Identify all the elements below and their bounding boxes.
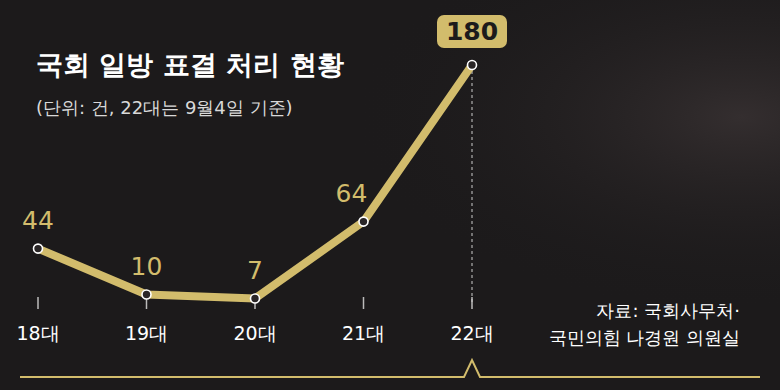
x-tick-label: 18대 [16, 322, 59, 344]
data-label: 7 [247, 256, 263, 285]
source: 국민의힘 나경원 의원실 [549, 327, 740, 348]
x-tick-label: 22대 [450, 322, 493, 344]
data-label: 10 [131, 252, 163, 281]
data-label: 44 [22, 206, 54, 235]
baseline [20, 360, 760, 377]
source: 자료: 국회사무처· [596, 300, 740, 321]
plot-area [34, 61, 477, 304]
subtitle: (단위: 건, 22대는 9월4일 기준) [36, 97, 293, 118]
data-point [359, 217, 368, 226]
x-tick-label: 19대 [125, 322, 168, 344]
data-point [142, 290, 151, 299]
x-tick [471, 297, 473, 309]
data-line [38, 65, 472, 299]
title: 국회 일방 표결 처리 현황 [36, 49, 344, 80]
background [0, 0, 780, 390]
data-point [468, 61, 477, 70]
x-tick-label: 21대 [342, 322, 385, 344]
data-label: 180 [446, 17, 498, 46]
x-tick-label: 20대 [233, 322, 276, 344]
x-tick [37, 297, 39, 309]
chart-root: 국회 일방 표결 처리 현황 (단위: 건, 22대는 9월4일 기준) 18대 19… [0, 0, 780, 390]
data-label: 64 [336, 179, 368, 208]
x-tick [363, 297, 365, 309]
guide-line [472, 65, 473, 302]
chart-svg: 국회 일방 표결 처리 현황 (단위: 건, 22대는 9월4일 기준) 18대 19… [0, 0, 780, 390]
data-point [34, 244, 43, 253]
data-point [251, 294, 260, 303]
vignette [0, 0, 780, 390]
highlight-box [437, 15, 507, 48]
